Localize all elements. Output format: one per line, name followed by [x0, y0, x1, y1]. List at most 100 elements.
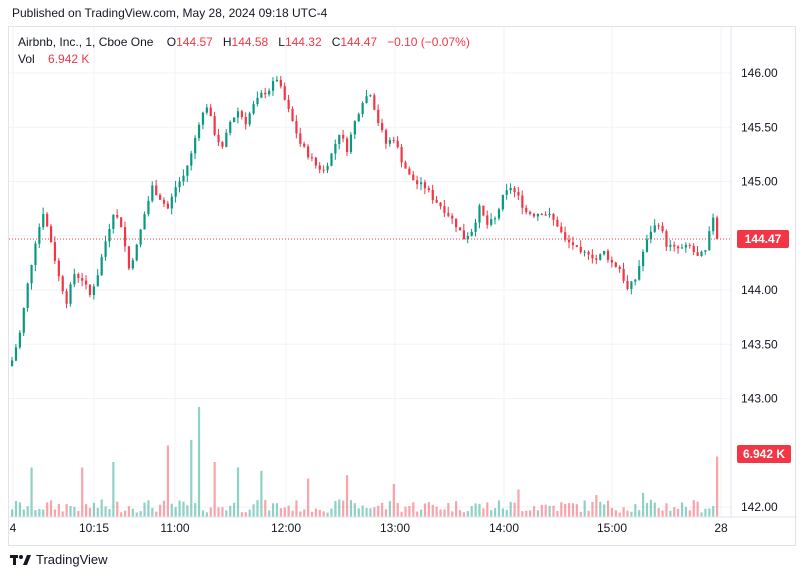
volume-bar — [65, 504, 68, 517]
chart-frame[interactable]: 146.00145.50145.00144.50144.00143.50143.… — [8, 26, 797, 547]
candle-body — [233, 117, 236, 122]
volume-bar — [178, 500, 181, 517]
candle-body — [365, 96, 368, 104]
volume-bar — [478, 503, 481, 517]
volume-bar — [14, 500, 18, 517]
candle-body — [252, 104, 255, 114]
volume-bar — [696, 501, 699, 517]
volume-bar — [595, 495, 598, 517]
candle-body — [69, 284, 72, 304]
volume-bar — [455, 501, 458, 517]
volume-bar — [513, 502, 516, 517]
published-caption: Published on TradingView.com, May 28, 20… — [12, 6, 328, 20]
candle-body — [73, 274, 76, 285]
candle-body — [127, 246, 131, 269]
volume-bar — [388, 501, 392, 517]
volume-bar — [669, 510, 672, 517]
candle-body — [384, 130, 388, 144]
candle-body — [571, 242, 575, 246]
x-tick-label: 13:00 — [380, 521, 410, 535]
candle-body — [396, 140, 399, 148]
tradingview-logo[interactable]: TradingView — [10, 552, 108, 567]
volume-bar — [384, 509, 388, 517]
candle-body — [599, 254, 602, 260]
volume-bar — [314, 508, 318, 517]
x-tick-label: 12:00 — [271, 521, 301, 535]
candle-body — [178, 181, 181, 188]
candle-body — [466, 235, 469, 240]
volume-bar — [57, 503, 60, 517]
candle-body — [474, 222, 477, 232]
volume-bar — [673, 507, 676, 517]
volume-bar — [123, 510, 127, 517]
candle-body — [408, 168, 411, 175]
volume-bar — [482, 508, 485, 517]
candle-body — [322, 169, 325, 171]
volume-bar — [120, 512, 123, 517]
volume-bar — [587, 510, 590, 517]
volume-bar — [684, 507, 688, 517]
candle-body — [53, 242, 57, 261]
y-tick-label: 142.00 — [741, 500, 778, 514]
volume-bar — [18, 502, 21, 517]
volume-bar — [291, 510, 294, 517]
candle-body — [490, 219, 493, 225]
volume-bar — [11, 509, 14, 517]
candle-body — [139, 229, 142, 245]
volume-bar — [716, 456, 719, 517]
candle-body — [162, 199, 166, 204]
volume-bar — [143, 502, 146, 517]
candlestick-chart[interactable]: 146.00145.50145.00144.50144.00143.50143.… — [9, 27, 797, 547]
volume-bar — [260, 470, 263, 517]
candle-body — [416, 180, 419, 185]
candle-body — [330, 153, 333, 166]
candle-body — [661, 225, 664, 232]
volume-bar — [365, 507, 368, 517]
candle-body — [478, 205, 481, 223]
volume-bar — [505, 509, 508, 517]
candle-body — [34, 243, 37, 265]
candle-body — [525, 207, 528, 213]
volume-bar — [131, 508, 134, 517]
candle-body — [314, 157, 318, 166]
candle-body — [275, 79, 279, 82]
volume-bar — [310, 511, 314, 517]
volume-bar — [190, 440, 193, 517]
candle-body — [529, 212, 532, 214]
candle-body — [209, 107, 212, 117]
volume-bar — [529, 510, 532, 517]
candle-body — [194, 138, 197, 154]
candle-body — [369, 95, 372, 97]
volume-bar — [353, 503, 356, 517]
volume-bar — [377, 505, 380, 517]
volume-bar — [295, 500, 298, 517]
price-axis: 146.00145.50145.00144.50144.00143.50143.… — [9, 27, 797, 535]
volume-bar — [626, 510, 629, 517]
volume-bar — [49, 500, 53, 517]
x-tick-label: 14:00 — [489, 521, 519, 535]
volume-bar — [564, 503, 567, 517]
volume-bar — [174, 507, 177, 517]
volume-bar — [252, 504, 255, 517]
candle-body — [641, 251, 645, 267]
candle-body — [431, 189, 434, 200]
candle-body — [244, 117, 247, 125]
volume-bar — [645, 502, 649, 517]
candle-body — [88, 284, 92, 296]
candle-body — [657, 225, 660, 227]
volume-bar — [618, 512, 621, 517]
volume-bar — [634, 504, 637, 517]
candle-body — [18, 332, 21, 348]
candle-body — [649, 231, 652, 240]
volume-bar — [92, 502, 95, 517]
candle-body — [587, 251, 590, 255]
candle-body — [116, 214, 119, 218]
volume-bar — [46, 502, 49, 517]
volume-bar — [271, 503, 275, 517]
candle-body — [579, 246, 582, 253]
candle-body — [271, 81, 275, 91]
volume-bar — [677, 508, 680, 517]
candle-body — [688, 244, 691, 246]
volume-bar — [268, 510, 271, 517]
candle-body — [501, 194, 504, 210]
